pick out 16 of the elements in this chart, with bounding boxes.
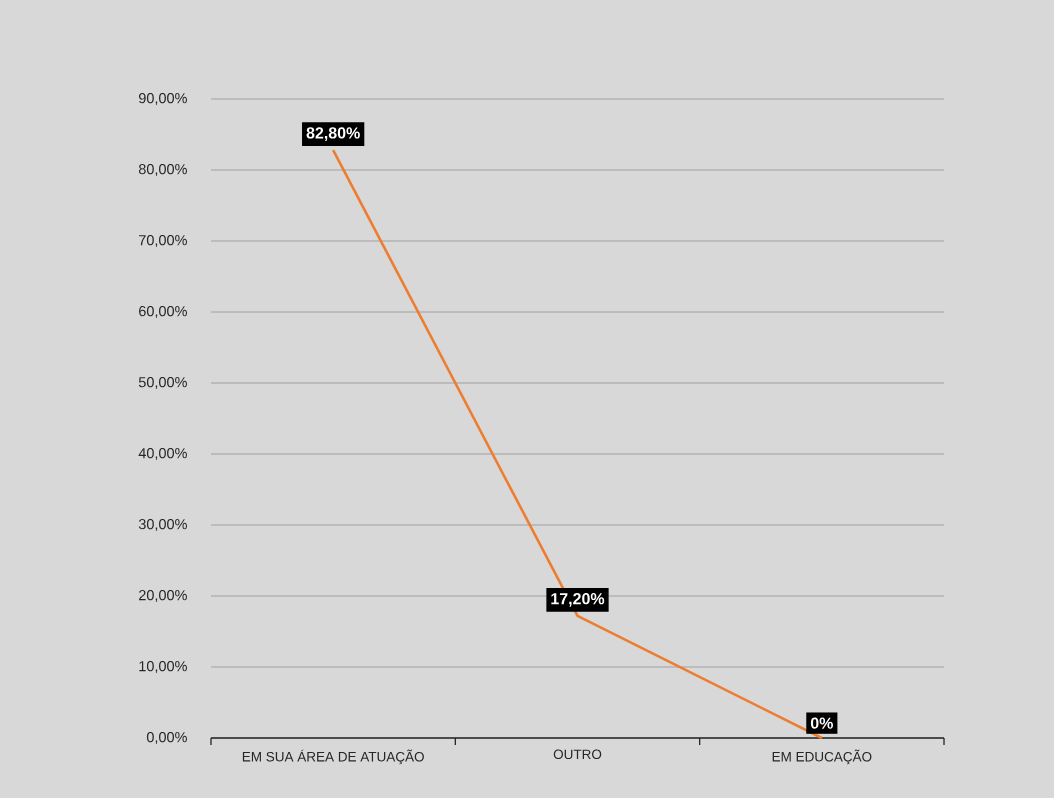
y-tick-label: 90,00% <box>138 93 187 105</box>
y-tick-label: 10,00% <box>139 661 187 673</box>
data-label: 17,20% <box>551 593 605 607</box>
y-tick-label: 30,00% <box>138 519 187 531</box>
y-tick-label: 40,00% <box>138 448 187 460</box>
y-tick-label: 80,00% <box>138 164 187 176</box>
y-tick-label: 70,00% <box>139 235 187 247</box>
y-tick-label: 60,00% <box>139 306 187 318</box>
y-tick-label: 20,00% <box>139 590 187 602</box>
x-tick-label: EM SUA ÁREA DE ATUAÇÃO <box>242 749 424 765</box>
x-tick-label: OUTRO <box>553 749 602 760</box>
data-label: 0% <box>810 717 833 729</box>
x-tick-label: EM EDUCAÇÃO <box>772 749 872 765</box>
data-label: 82,80% <box>306 127 360 141</box>
y-tick-label: 0,00% <box>146 732 187 744</box>
y-tick-label: 50,00% <box>138 377 187 389</box>
